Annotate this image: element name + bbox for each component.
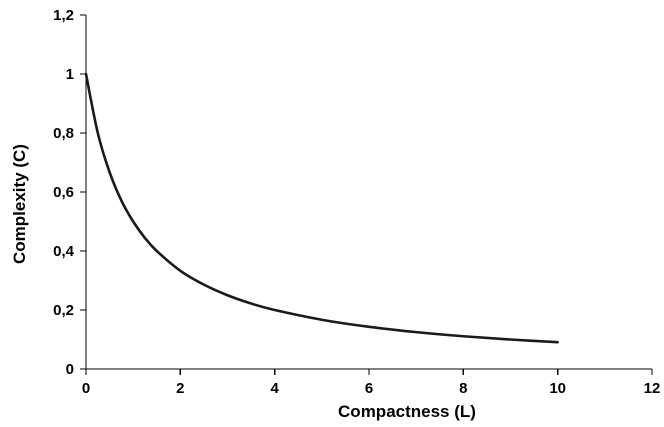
y-tick-label: 1	[66, 66, 74, 83]
x-tick-label: 12	[644, 380, 661, 397]
y-tick-label: 0,4	[53, 243, 75, 260]
x-tick-label: 2	[176, 380, 184, 397]
x-tick-label: 0	[82, 380, 90, 397]
x-axis-ticks	[85, 369, 653, 375]
x-tick-label: 6	[365, 380, 373, 397]
y-tick-label: 0,6	[53, 184, 74, 201]
y-axis-ticks	[80, 14, 86, 370]
y-axis-tick-labels: 0 0,2 0,4 0,6 0,8 1 1,2	[53, 7, 75, 378]
x-axis-tick-labels: 0 2 4 6 8 10 12	[82, 380, 661, 397]
y-tick-label: 0,2	[53, 302, 74, 319]
y-tick-label: 0	[66, 361, 74, 378]
y-tick-label: 1,2	[53, 7, 74, 24]
x-tick-label: 8	[459, 380, 467, 397]
x-tick-label: 4	[270, 380, 279, 397]
series-line	[84, 72, 559, 344]
y-tick-label: 0,8	[53, 125, 74, 142]
x-axis-title: Compactness (L)	[338, 402, 476, 421]
x-tick-label: 10	[549, 380, 566, 397]
y-axis-title: Complexity (C)	[10, 144, 29, 264]
